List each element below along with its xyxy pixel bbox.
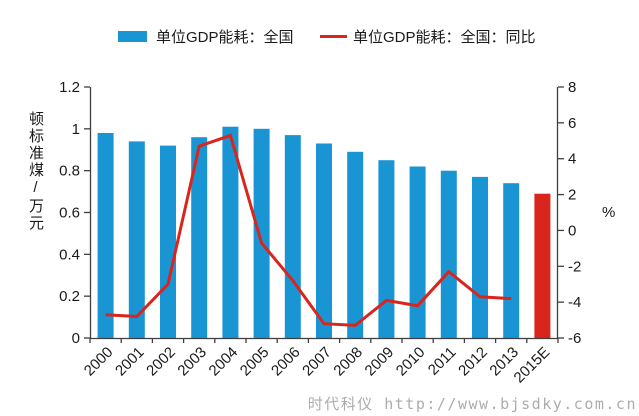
x-axis-label-2001: 2001 [112,344,148,380]
bar-2002 [160,145,176,338]
bar-2013 [503,183,520,338]
right-axis-tick-label: -6 [568,330,581,347]
right-axis-tick-label: 2 [568,187,576,204]
bar-2012 [472,176,488,338]
x-axis-label-2012: 2012 [455,344,491,380]
bar-2008 [347,151,364,338]
x-axis-label-2004: 2004 [206,344,242,380]
x-axis-label-2005: 2005 [237,344,273,380]
right-axis-title: % [602,204,616,221]
left-axis-tick-label: 1.2 [59,79,80,96]
left-axis-tick-label: 0.4 [59,246,80,263]
line-series-label: 单位GDP能耗：全国：同比 [353,28,536,46]
left-axis-tick-label: 1 [72,121,80,138]
right-axis-tick-label: -2 [568,258,581,275]
legend-item-line-series: 单位GDP能耗：全国：同比 [320,26,536,46]
x-axis-label-2010: 2010 [393,344,429,380]
left-axis-tick-label: 0.6 [59,205,80,222]
bar-2001 [128,141,145,338]
bar-2003 [191,137,208,338]
x-axis-label-2011: 2011 [425,344,460,379]
legend: 单位GDP能耗：全国 单位GDP能耗：全国：同比 [0,26,639,46]
bar-2006 [284,135,301,338]
bar-2000 [97,133,114,338]
x-axis-label-2000: 2000 [81,344,117,380]
yoy-line [105,133,512,327]
x-axis-label-2007: 2007 [299,344,335,380]
left-axis-tick-label: 0.2 [59,288,80,305]
right-axis-tick-label: 4 [568,151,576,168]
right-axis-tick-label: 0 [568,222,576,239]
right-axis-tick-label: 6 [568,115,576,132]
watermark: 时代科仪 http://www.bjsdky.com.cn [307,395,637,413]
bar-2010 [409,166,426,338]
x-axis-label-2009: 2009 [362,344,398,380]
bar-series-label: 单位GDP能耗：全国 [156,28,294,46]
bar-2005 [253,128,270,338]
bar-2015E [534,193,551,338]
bar-series-swatch [118,30,147,42]
line-series-swatch [320,34,347,38]
left-axis-title: 顿标准煤/万元 [27,111,44,232]
left-axis-tick-label: 0 [72,330,80,347]
bar-2007 [316,143,332,338]
x-axis-label-2015E: 2015E [511,344,554,387]
legend-item-bar-series: 单位GDP能耗：全国 [118,26,294,46]
bar-2011 [440,170,457,338]
left-axis-tick-label: 0.8 [59,163,80,180]
right-axis-tick-label: -4 [568,294,581,311]
bar-2004 [222,126,239,338]
right-axis-tick-label: 8 [568,79,576,96]
x-axis-label-2006: 2006 [268,344,304,380]
x-axis-label-2003: 2003 [174,344,210,380]
bar-2009 [378,160,395,338]
x-axis-label-2008: 2008 [330,344,366,380]
x-axis-label-2002: 2002 [143,344,179,380]
